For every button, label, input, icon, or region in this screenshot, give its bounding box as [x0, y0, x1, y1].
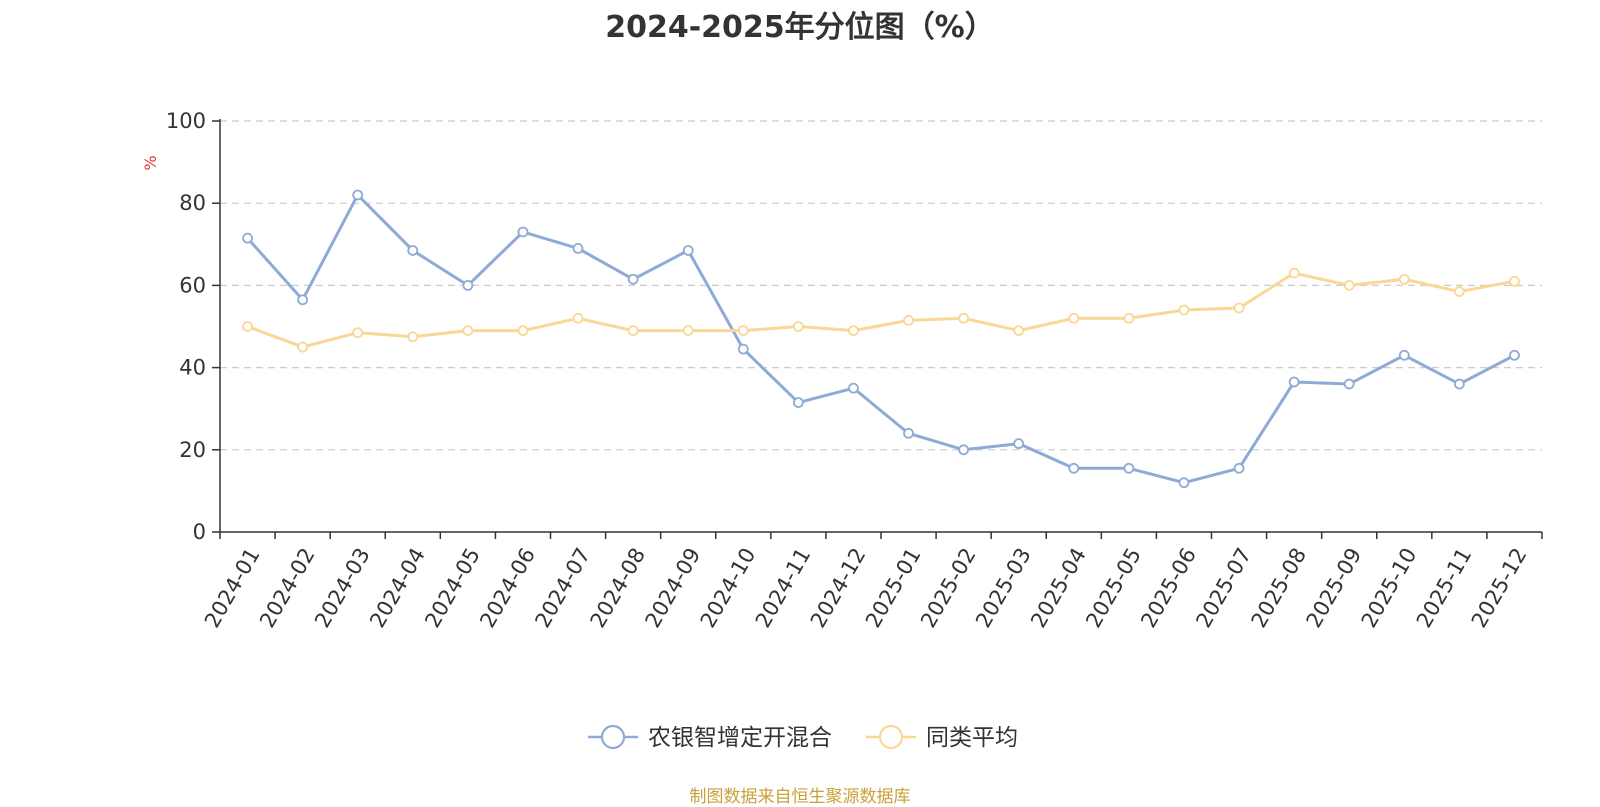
data-point: [958, 312, 970, 324]
y-axis-ticks: 0 20 40 60 80 100: [166, 109, 220, 544]
data-point: [462, 279, 474, 291]
y-tick-label: 40: [179, 356, 206, 380]
legend[interactable]: 农银智增定开混合 同类平均: [588, 724, 1018, 751]
data-point: [407, 245, 419, 256]
data-point: [737, 343, 749, 355]
x-axis-ticks: 2024-012024-022024-032024-042024-052024-…: [200, 532, 1543, 632]
y-tick-label: 100: [166, 109, 206, 133]
data-point: [297, 294, 309, 306]
data-point: [1178, 304, 1190, 316]
y-tick-label: 80: [179, 191, 206, 215]
data-point: [1233, 462, 1245, 474]
data-point: [1453, 378, 1465, 390]
data-point: [1013, 325, 1025, 337]
series-group: [242, 189, 1520, 489]
data-point: [1233, 302, 1245, 314]
data-point: [517, 226, 529, 238]
data-point: [627, 273, 639, 285]
series-line: [246, 193, 1516, 485]
legend-marker-icon: [600, 724, 626, 750]
x-tick-label: 2025-12: [1467, 544, 1532, 632]
data-point: [682, 245, 694, 256]
data-point: [1509, 349, 1520, 361]
data-point: [1343, 378, 1355, 390]
data-point: [958, 444, 970, 456]
data-point: [848, 382, 859, 394]
data-point: [1288, 267, 1300, 279]
data-point: [1509, 275, 1520, 287]
data-point: [1288, 376, 1300, 388]
data-point: [242, 232, 253, 244]
data-point: [1343, 279, 1355, 291]
grid-lines: [220, 120, 1542, 451]
legend-item-2[interactable]: 同类平均: [866, 724, 1018, 751]
legend-marker-icon: [878, 724, 904, 750]
data-point: [792, 397, 804, 408]
data-point: [903, 314, 914, 326]
data-source-note: 制图数据来自恒生聚源数据库: [689, 787, 911, 807]
data-point: [1398, 349, 1410, 361]
data-point: [903, 427, 914, 439]
series-line: [247, 271, 1515, 349]
series-1: [242, 189, 1520, 489]
data-point: [352, 327, 364, 339]
data-point: [572, 312, 584, 324]
data-point: [462, 325, 474, 337]
data-point: [627, 325, 639, 337]
data-point: [792, 321, 804, 332]
data-point: [1398, 273, 1410, 285]
data-point: [517, 325, 529, 337]
y-tick-label: 60: [179, 273, 206, 297]
data-point: [1068, 462, 1080, 474]
data-point: [1123, 312, 1135, 324]
data-point: [682, 325, 694, 337]
chart-title: 2024-2025年分位图（%）: [605, 10, 995, 45]
data-point: [1068, 312, 1080, 324]
legend-label: 农银智增定开混合: [648, 725, 832, 751]
data-point: [1123, 462, 1135, 474]
data-point: [242, 321, 253, 332]
legend-item-1[interactable]: 农银智增定开混合: [588, 724, 832, 751]
data-point: [1178, 477, 1190, 489]
data-point: [407, 331, 419, 343]
line-chart: 0 20 40 60 80 100 2024-012024-022024-032024-0…: [141, 109, 1543, 751]
legend-label: 同类平均: [926, 725, 1018, 751]
data-point: [848, 325, 859, 337]
y-axis-unit-label: %: [141, 155, 160, 170]
data-point: [1013, 438, 1025, 450]
data-point: [737, 325, 749, 337]
data-point: [572, 243, 584, 254]
data-point: [297, 341, 309, 353]
data-point: [1453, 286, 1465, 297]
data-point: [352, 189, 364, 201]
y-tick-label: 20: [179, 438, 206, 462]
y-tick-label: 0: [193, 520, 206, 544]
series-2: [242, 267, 1520, 353]
